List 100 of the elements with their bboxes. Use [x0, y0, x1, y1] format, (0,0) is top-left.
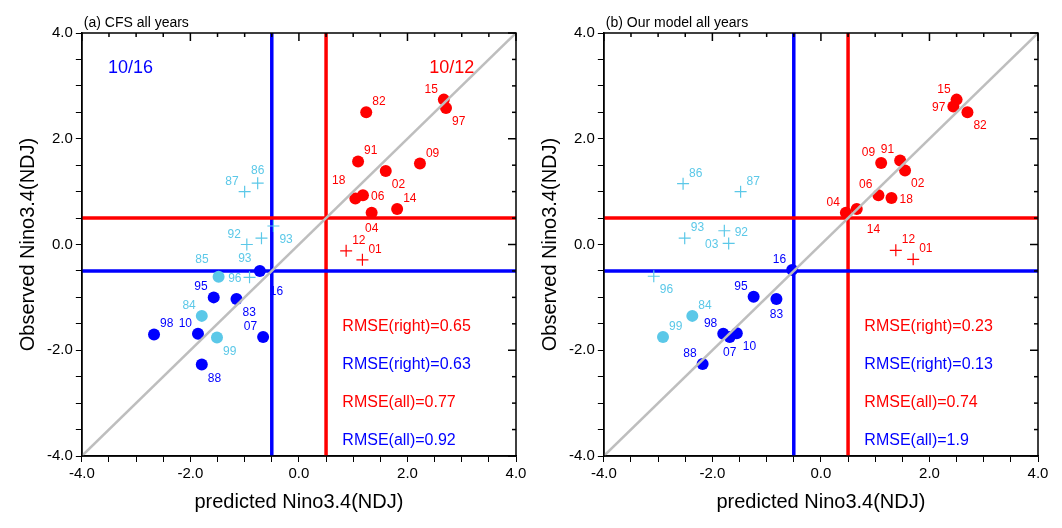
annotation: 09	[425, 145, 440, 160]
annotation: RMSE(right)=0.65	[342, 317, 471, 335]
annotation: 96	[659, 282, 674, 297]
point	[747, 290, 760, 303]
chart-title: (b) Our model all years	[605, 13, 749, 30]
annotation: 14	[866, 222, 881, 237]
annotation: 07	[243, 319, 258, 334]
point	[906, 252, 920, 266]
annotation: 83	[242, 304, 257, 319]
point	[355, 253, 370, 267]
y-tick-label: -4.0	[46, 446, 73, 464]
annotation: 97	[931, 100, 946, 115]
x-tick-label: 4.0	[1027, 464, 1049, 482]
annotation: 10/12	[429, 57, 475, 78]
y-tick-label: 4.0	[51, 23, 73, 41]
point	[253, 264, 266, 277]
annotation: 98	[160, 316, 174, 331]
point	[391, 203, 404, 216]
annotation: 93	[238, 251, 252, 266]
point	[360, 106, 373, 119]
annotation: 91	[364, 143, 378, 158]
point	[339, 244, 353, 258]
annotation: 10/16	[107, 57, 153, 78]
point	[254, 231, 269, 245]
point	[379, 165, 392, 177]
y-tick-label: 4.0	[573, 23, 595, 41]
point	[238, 185, 252, 199]
point	[885, 191, 898, 204]
annotation: 96	[228, 271, 242, 286]
point	[207, 291, 220, 304]
annotation: 06	[370, 189, 385, 204]
annotation: 03	[704, 236, 719, 251]
y-tick-label: 0.0	[51, 234, 73, 252]
point	[889, 243, 903, 257]
x-tick-label: -2.0	[699, 464, 726, 482]
annotation: 06	[859, 177, 873, 192]
annotation: 18	[332, 173, 346, 188]
annotation: 98	[703, 315, 718, 330]
annotation: 93	[279, 231, 294, 246]
annotation: 12	[352, 232, 366, 247]
y-tick-label: -2.0	[568, 340, 595, 358]
x-axis-title: predicted Nino3.4(NDJ)	[194, 489, 404, 512]
y-tick-label: 0.0	[573, 234, 595, 252]
annotation: 86	[251, 163, 265, 178]
annotation: 97	[451, 114, 466, 129]
point	[257, 331, 270, 344]
annotation: RMSE(all)=0.92	[342, 431, 456, 449]
point	[240, 237, 254, 252]
x-tick-label: -2.0	[177, 464, 204, 482]
annotation: 92	[227, 226, 242, 241]
point	[770, 292, 783, 305]
x-tick-label: 4.0	[505, 464, 527, 482]
annotation: RMSE(right)=0.63	[342, 355, 471, 373]
annotation: 01	[368, 241, 383, 256]
annotation: 07	[723, 345, 737, 360]
annotation: 93	[690, 220, 705, 235]
annotation: 16	[772, 251, 787, 266]
annotation: 15	[937, 81, 951, 96]
annotation: 01	[919, 241, 933, 256]
x-tick-label: 0.0	[810, 464, 832, 482]
annotation: RMSE(all)=0.74	[864, 393, 978, 411]
annotation: 91	[880, 142, 895, 157]
point	[349, 192, 362, 205]
annotation: RMSE(all)=1.9	[864, 431, 969, 449]
y-tick-label: -2.0	[46, 340, 73, 358]
annotation: 84	[698, 297, 712, 312]
annotation: 10	[178, 315, 193, 330]
annotation: RMSE(right)=0.23	[864, 317, 993, 335]
point	[352, 155, 365, 168]
annotation: 04	[826, 194, 841, 209]
annotation: 87	[746, 173, 761, 188]
point	[722, 236, 736, 251]
y-tick-label: -4.0	[568, 446, 595, 464]
annotation: 09	[861, 145, 876, 160]
annotation: 83	[769, 306, 784, 321]
point	[251, 176, 265, 190]
y-axis-title: Observed Nino3.4(NDJ)	[15, 137, 38, 352]
point	[148, 328, 161, 341]
point	[717, 224, 731, 238]
point	[686, 309, 699, 322]
annotation: 12	[901, 232, 916, 247]
annotation: 84	[182, 297, 197, 312]
point	[191, 327, 204, 340]
point	[195, 309, 208, 322]
point	[210, 331, 223, 344]
annotation: 86	[689, 165, 703, 180]
point	[242, 270, 257, 284]
annotation: 02	[911, 176, 925, 191]
annotation: 04	[364, 220, 379, 235]
point	[678, 231, 692, 245]
point	[961, 106, 974, 119]
point	[212, 270, 225, 283]
annotation: RMSE(all)=0.77	[342, 393, 456, 411]
point	[657, 331, 669, 344]
annotation: 82	[372, 94, 386, 109]
point	[875, 157, 888, 170]
x-tick-label: 2.0	[397, 464, 418, 482]
annotation: 15	[424, 81, 439, 96]
annotation: 99	[222, 343, 237, 358]
x-axis-title: predicted Nino3.4(NDJ)	[716, 489, 926, 512]
